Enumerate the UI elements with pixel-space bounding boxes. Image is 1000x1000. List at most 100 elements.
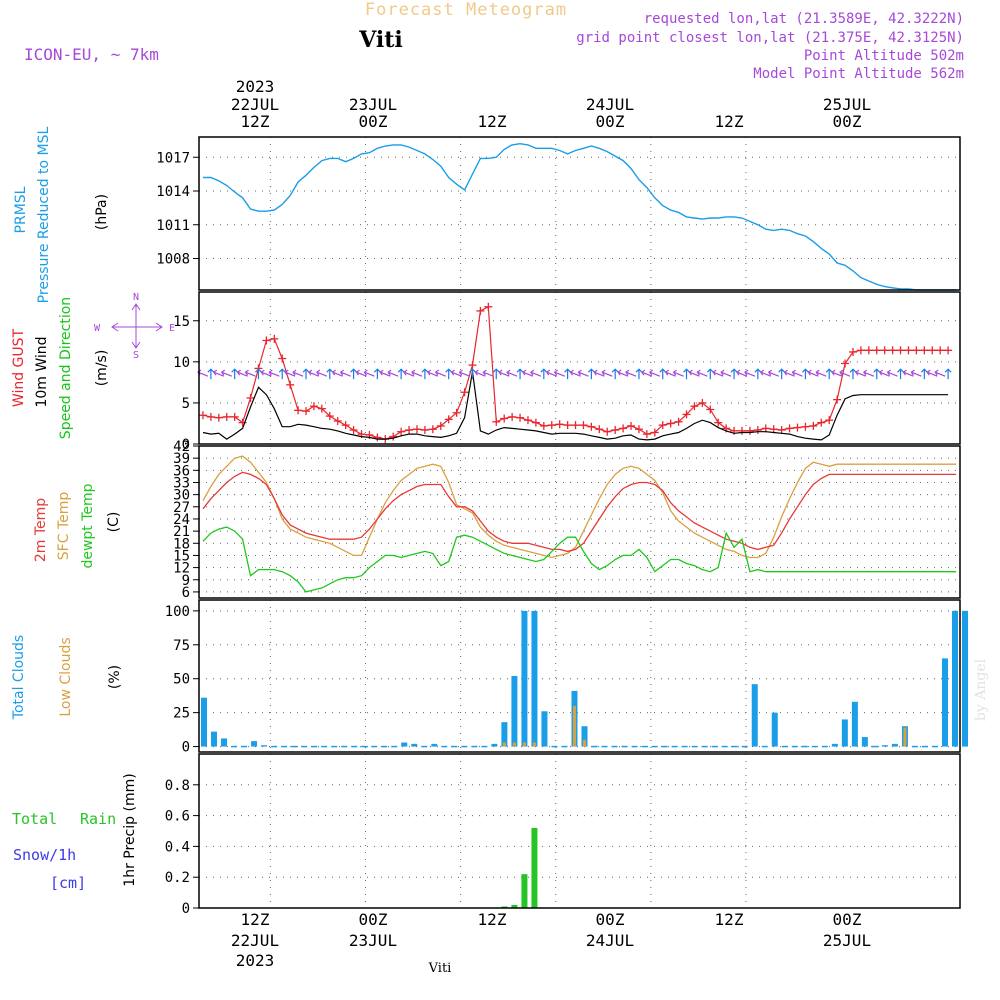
wind-unit-label: (m/s) xyxy=(94,350,110,387)
gust-marker xyxy=(761,424,770,433)
arrow-shaft xyxy=(720,371,732,377)
wind-dir-arrow-icon xyxy=(648,369,661,377)
low-cloud-bar xyxy=(522,742,526,747)
ytick-label-temperature-11: 39 xyxy=(173,451,190,467)
arrow-head xyxy=(648,369,654,376)
wind-dir-arrow-icon xyxy=(759,369,772,377)
gust-marker xyxy=(690,402,699,411)
arrow-head xyxy=(902,369,907,376)
temp-unit-label: (C) xyxy=(106,512,122,533)
wind-dir-arrow-icon xyxy=(587,368,595,380)
bottom-hour-24jul-12z: 12Z xyxy=(715,910,744,929)
gust-marker xyxy=(222,412,231,421)
gust-marker xyxy=(738,426,747,435)
arrow-shaft xyxy=(816,371,827,377)
arrow-shaft xyxy=(340,371,351,377)
pressure-line xyxy=(203,142,956,291)
low-cloud-bar xyxy=(532,742,536,747)
wind-dir-arrow-icon xyxy=(855,369,867,377)
wind-dir-arrow-icon xyxy=(474,369,486,377)
gust-marker xyxy=(627,421,636,430)
gust-marker xyxy=(714,418,723,427)
bottom-year-label: 2023 xyxy=(236,951,275,970)
wind-dir-arrow-icon xyxy=(815,369,827,377)
compass-s: S xyxy=(133,350,139,361)
arrow-shaft xyxy=(617,371,629,377)
gust-marker xyxy=(523,416,532,425)
gust-marker xyxy=(658,421,667,430)
top-hour-24jul-12z: 12Z xyxy=(715,112,744,131)
ytick-label-temperature-10: 36 xyxy=(173,463,190,479)
arrow-head xyxy=(278,368,286,373)
arrow-shaft xyxy=(213,371,225,377)
arrow-head xyxy=(522,369,527,376)
arrow-shaft xyxy=(522,371,534,377)
arrow-shaft xyxy=(713,371,724,377)
gust-marker xyxy=(405,426,414,435)
gust-marker xyxy=(547,421,556,430)
gust-line xyxy=(202,305,949,440)
wind-dir-arrow-icon xyxy=(244,369,256,377)
total-cloud-bar xyxy=(941,658,948,747)
ytick-label-clouds-3: 75 xyxy=(173,638,190,654)
top-date-24jul: 24JUL xyxy=(586,95,634,114)
arrow-head xyxy=(469,368,476,373)
arrow-shaft xyxy=(387,371,399,377)
gust-marker xyxy=(294,406,303,415)
wind-dir-arrow-icon xyxy=(831,369,843,377)
wind-dir-arrow-icon xyxy=(363,369,375,377)
arrow-head xyxy=(506,369,511,376)
total-cloud-bar xyxy=(541,711,548,747)
gust-marker xyxy=(698,398,707,407)
wind-dir-arrow-icon xyxy=(659,368,667,380)
wind-dir-arrow-icon xyxy=(421,368,429,380)
wind-dir-arrow-icon xyxy=(902,369,914,377)
total-cloud-bar xyxy=(491,743,498,747)
arrow-head xyxy=(482,369,487,376)
watermark: by Angel xyxy=(973,658,989,721)
arrow-head xyxy=(641,369,646,376)
arrow-shaft xyxy=(475,371,486,377)
arrow-head xyxy=(207,368,215,373)
low-clouds-label: Low Clouds xyxy=(58,637,74,716)
arrow-shaft xyxy=(451,371,462,377)
arrow-shaft xyxy=(506,371,518,377)
total-label: Total xyxy=(12,810,57,828)
arrow-shaft xyxy=(546,371,557,377)
sfc-temp-label: SFC Temp xyxy=(56,492,72,561)
arrow-shaft xyxy=(221,371,232,377)
total-cloud-bar xyxy=(501,722,508,747)
arrow-head xyxy=(706,368,714,373)
arrow-shaft xyxy=(594,371,605,377)
gust-marker xyxy=(595,425,604,434)
arrow-head xyxy=(530,369,535,376)
gust-marker xyxy=(444,415,453,424)
arrow-head xyxy=(212,369,218,376)
gust-marker xyxy=(801,422,810,431)
gust-marker xyxy=(920,346,929,355)
wind-dir-arrow-icon xyxy=(807,369,819,377)
gust-marker xyxy=(539,421,548,430)
dewpt-line xyxy=(202,526,956,593)
gust-marker xyxy=(262,336,271,345)
wind-dir-arrow-icon xyxy=(482,369,494,377)
wind-dir-arrow-icon xyxy=(450,369,462,377)
wind-dir-arrow-icon xyxy=(706,368,714,380)
gust-marker xyxy=(476,306,485,315)
gust-marker xyxy=(603,427,612,436)
arrow-head xyxy=(450,369,455,376)
wind-dir-arrow-icon xyxy=(397,368,405,380)
clouds-unit-label: (%) xyxy=(107,665,123,689)
wind-dir-arrow-icon xyxy=(207,368,215,380)
arrow-head xyxy=(783,369,788,376)
arrow-head xyxy=(696,369,701,376)
top-hour-22jul-12z: 12Z xyxy=(241,112,270,131)
arrow-shaft xyxy=(673,371,684,377)
arrow-shaft xyxy=(863,371,875,377)
ytick-label-temperature-8: 30 xyxy=(173,488,190,504)
ytick-label-wind-3: 15 xyxy=(173,314,190,330)
compass-w: W xyxy=(94,323,101,334)
rain-bar xyxy=(511,904,518,908)
wind-dir-arrow-icon xyxy=(910,369,922,377)
arrow-head xyxy=(635,368,643,373)
